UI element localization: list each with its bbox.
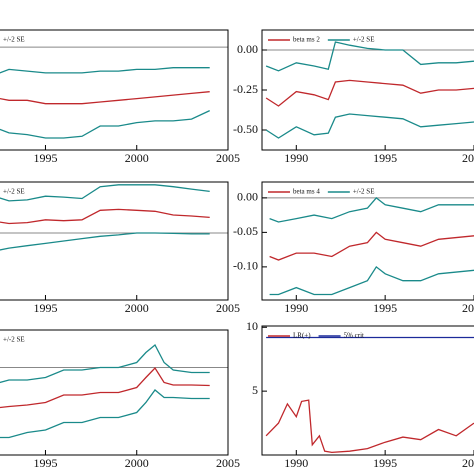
legend-label: 5% crit bbox=[344, 332, 364, 340]
x-tick-label: 1990 bbox=[284, 456, 308, 470]
y-tick-label: 10 bbox=[246, 319, 258, 333]
x-tick-label: 2000 bbox=[125, 301, 149, 315]
series-line bbox=[0, 232, 210, 251]
series-line bbox=[269, 197, 474, 223]
legend-label: +/-2 SE bbox=[3, 188, 25, 196]
plot-frame bbox=[261, 29, 474, 151]
series-line bbox=[0, 91, 210, 105]
legend-label: +/-2 SE bbox=[353, 188, 375, 196]
y-tick-label: 5 bbox=[252, 383, 258, 397]
x-tick-label: 2000 bbox=[462, 456, 474, 470]
series-line bbox=[269, 231, 474, 261]
y-tick-label: -0.10 bbox=[233, 259, 258, 273]
x-tick-label: 2000 bbox=[462, 151, 474, 165]
series-line bbox=[0, 184, 210, 202]
y-tick-label: -0.05 bbox=[233, 224, 258, 238]
x-tick-label: 1995 bbox=[33, 151, 57, 165]
x-tick-label: 1995 bbox=[33, 301, 57, 315]
legend-label: beta ms 2 bbox=[293, 36, 320, 44]
x-tick-label: 1995 bbox=[373, 301, 397, 315]
y-tick-label: -0.25 bbox=[233, 82, 258, 96]
x-tick-label: 1990 bbox=[284, 151, 308, 165]
x-tick-label: 1990 bbox=[284, 301, 308, 315]
legend-label: +/-2 SE bbox=[3, 336, 25, 344]
x-tick-label: 2000 bbox=[125, 151, 149, 165]
plot-frame bbox=[261, 181, 474, 301]
plot-frame bbox=[0, 181, 229, 301]
legend-label: +/-2 SE bbox=[353, 36, 375, 44]
plot-frame bbox=[261, 325, 474, 456]
y-tick-label: 0.00 bbox=[237, 190, 258, 204]
legend-label: LR(+) bbox=[293, 332, 311, 340]
series-line bbox=[0, 208, 210, 225]
x-tick-label: 1995 bbox=[373, 151, 397, 165]
series-line bbox=[265, 79, 474, 107]
x-tick-label: 2005 bbox=[216, 456, 240, 470]
series-line bbox=[0, 67, 210, 74]
x-tick-label: 2000 bbox=[125, 456, 149, 470]
plot-frame bbox=[0, 329, 229, 456]
series-line bbox=[265, 113, 474, 139]
series-line bbox=[0, 343, 210, 384]
series-line bbox=[265, 399, 474, 454]
series-line bbox=[0, 366, 210, 409]
series-line bbox=[269, 265, 474, 296]
series-line bbox=[0, 110, 210, 139]
x-tick-label: 1995 bbox=[33, 456, 57, 470]
legend-label: beta ms 4 bbox=[293, 188, 320, 196]
series-line bbox=[265, 41, 474, 72]
x-tick-label: 1995 bbox=[373, 456, 397, 470]
y-tick-label: 0.00 bbox=[237, 42, 258, 56]
series-line bbox=[0, 389, 210, 439]
plot-frame bbox=[0, 29, 229, 151]
y-tick-label: -0.50 bbox=[233, 122, 258, 136]
legend-label: +/-2 SE bbox=[3, 36, 25, 44]
x-tick-label: 2005 bbox=[216, 151, 240, 165]
x-tick-label: 2005 bbox=[216, 301, 240, 315]
x-tick-label: 2000 bbox=[462, 301, 474, 315]
